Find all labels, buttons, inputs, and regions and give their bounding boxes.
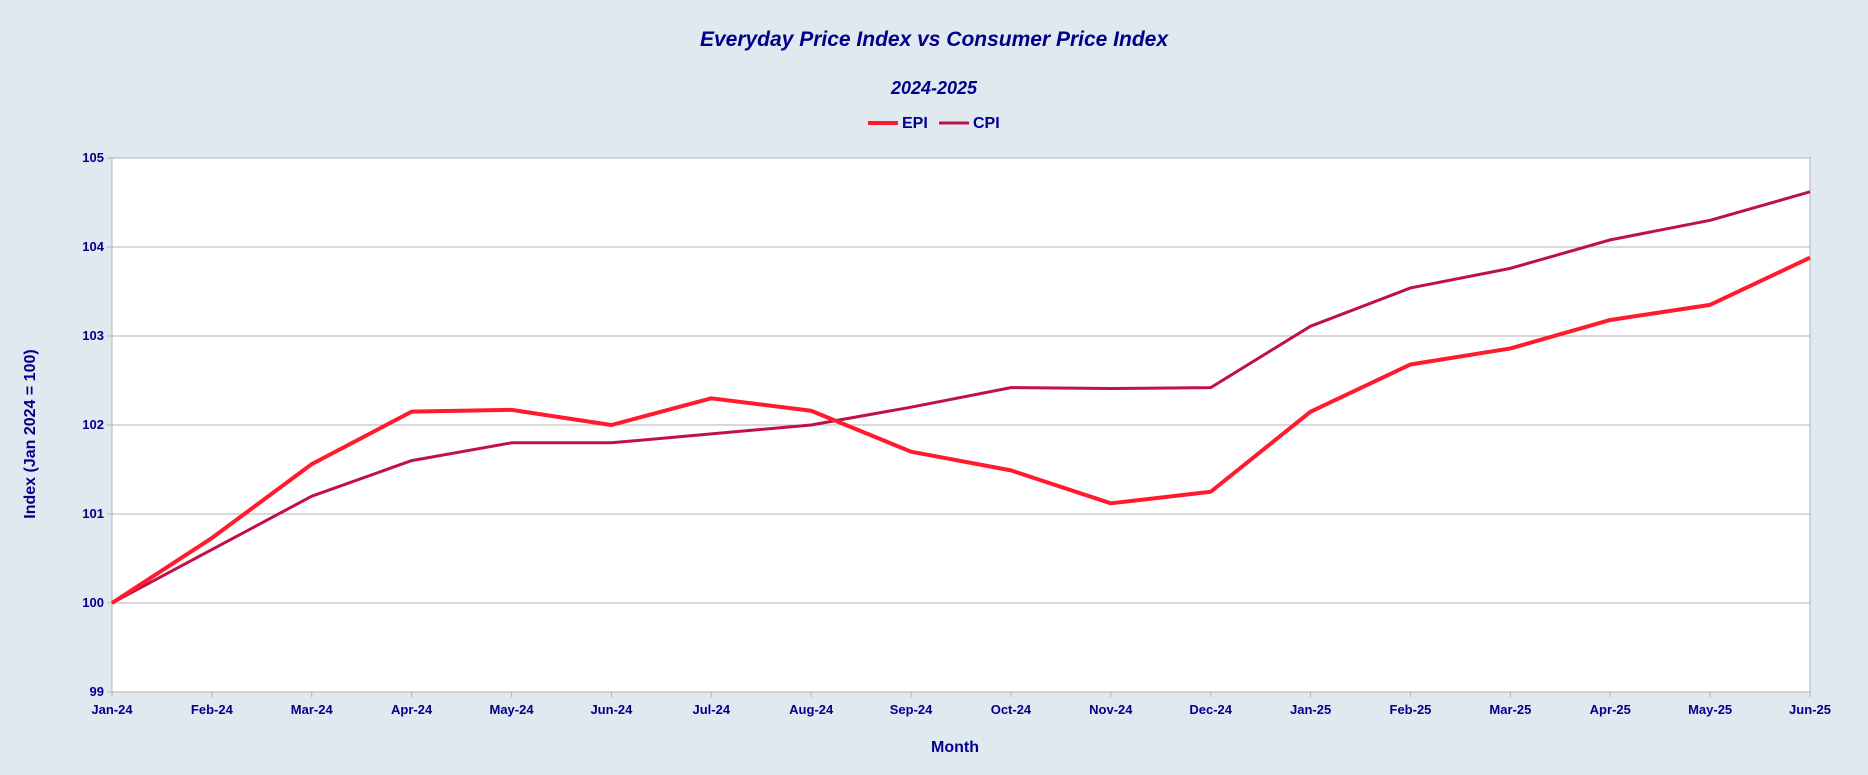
x-tick-label: Mar-25 (1489, 702, 1531, 717)
series-lines (110, 190, 1811, 605)
y-tick-label: 99 (90, 684, 104, 699)
legend: EPI CPI (868, 115, 1000, 132)
y-axis-label: Index (Jan 2024 = 100) (22, 349, 39, 518)
y-tick-label: 101 (82, 506, 104, 521)
chart-title: Everyday Price Index vs Consumer Price I… (700, 28, 1169, 51)
gridlines (112, 246, 1810, 604)
x-tick-label: Jun-24 (590, 702, 633, 717)
x-tick-label: Dec-24 (1189, 702, 1232, 717)
x-tick-label: May-24 (489, 702, 534, 717)
y-tick-label: 104 (82, 239, 104, 254)
y-tick-label: 103 (82, 328, 104, 343)
x-tick-label: Aug-24 (789, 702, 834, 717)
y-tick-label: 102 (82, 417, 104, 432)
legend-label-cpi: CPI (973, 115, 1000, 132)
x-tick-label: Jan-24 (91, 702, 133, 717)
x-tick-label: Apr-25 (1590, 702, 1631, 717)
y-tick-label: 105 (82, 150, 104, 165)
x-axis-ticks: Jan-24 Feb-24 Mar-24 Apr-24 May-24 Jun-24 Jul-… (91, 692, 1831, 717)
y-tick-label: 100 (82, 595, 104, 610)
x-tick-label: Feb-24 (191, 702, 234, 717)
series-line-epi (110, 255, 1811, 605)
x-tick-label: Oct-24 (991, 702, 1032, 717)
x-tick-label: Feb-25 (1390, 702, 1432, 717)
x-tick-label: Sep-24 (890, 702, 933, 717)
legend-label-epi: EPI (902, 115, 928, 132)
x-axis-label: Month (931, 739, 979, 756)
x-tick-label: Jul-24 (693, 702, 731, 717)
x-tick-label: Mar-24 (291, 702, 334, 717)
x-tick-label: Jan-25 (1290, 702, 1331, 717)
x-tick-label: Apr-24 (391, 702, 433, 717)
y-axis-ticks: 99 100 101 102 103 104 105 (82, 150, 112, 699)
x-tick-label: May-25 (1688, 702, 1732, 717)
x-tick-label: Nov-24 (1089, 702, 1133, 717)
series-line-cpi (111, 190, 1811, 605)
x-tick-label: Jun-25 (1789, 702, 1831, 717)
chart-subtitle: 2024-2025 (890, 78, 978, 98)
